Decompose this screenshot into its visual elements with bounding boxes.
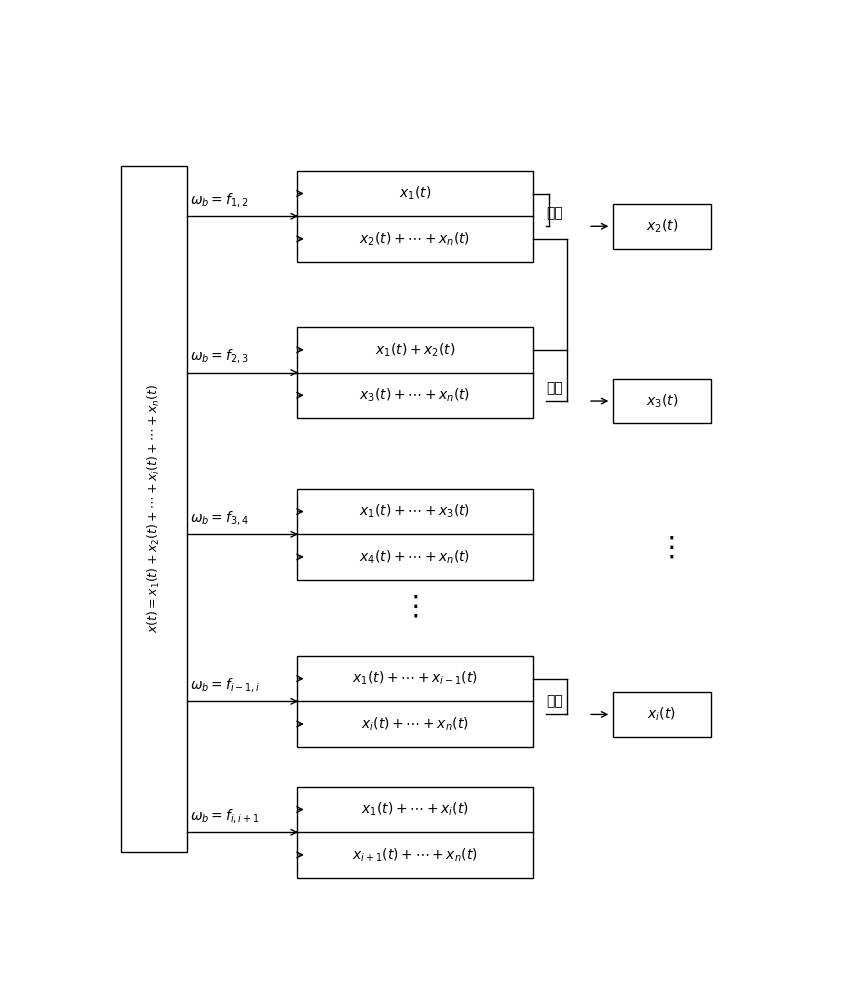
Text: $x_2(t)$: $x_2(t)$ bbox=[646, 218, 678, 235]
Text: $x_1(t)+\cdots+x_i(t)$: $x_1(t)+\cdots+x_i(t)$ bbox=[361, 801, 468, 818]
Bar bbox=[297, 171, 533, 262]
Text: $x_4(t)+\cdots+x_n(t)$: $x_4(t)+\cdots+x_n(t)$ bbox=[360, 548, 470, 566]
Text: $x_{i+1}(t)+\cdots+x_n(t)$: $x_{i+1}(t)+\cdots+x_n(t)$ bbox=[352, 846, 478, 864]
Text: $x_i(t)+\cdots+x_n(t)$: $x_i(t)+\cdots+x_n(t)$ bbox=[361, 715, 468, 733]
Text: $x_1(t)+x_2(t)$: $x_1(t)+x_2(t)$ bbox=[375, 341, 455, 359]
Bar bbox=[613, 692, 711, 737]
Text: $x_1(t)+\cdots+x_{i-1}(t)$: $x_1(t)+\cdots+x_{i-1}(t)$ bbox=[352, 670, 478, 687]
Text: $x(t)=x_1(t)+x_2(t)+\cdots+x_i(t)+\cdots+x_n(t)$: $x(t)=x_1(t)+x_2(t)+\cdots+x_i(t)+\cdots… bbox=[146, 384, 162, 633]
Text: $x_1(t)$: $x_1(t)$ bbox=[399, 185, 431, 202]
Text: $\omega_b = f_{3,4}$: $\omega_b = f_{3,4}$ bbox=[190, 509, 249, 527]
Text: 作差: 作差 bbox=[547, 381, 563, 395]
Text: $\omega_b = f_{1,2}$: $\omega_b = f_{1,2}$ bbox=[190, 191, 249, 209]
Text: $\vdots$: $\vdots$ bbox=[402, 593, 419, 621]
Bar bbox=[120, 166, 187, 852]
Bar bbox=[297, 787, 533, 878]
Text: $\vdots$: $\vdots$ bbox=[657, 533, 674, 561]
Bar bbox=[297, 656, 533, 747]
Text: $\omega_b = f_{i-1,i}$: $\omega_b = f_{i-1,i}$ bbox=[190, 676, 261, 694]
Text: 作差: 作差 bbox=[547, 206, 563, 220]
Text: $x_2(t)+\cdots+x_n(t)$: $x_2(t)+\cdots+x_n(t)$ bbox=[360, 230, 470, 248]
Text: $x_1(t)+\cdots+x_3(t)$: $x_1(t)+\cdots+x_3(t)$ bbox=[360, 503, 470, 520]
Text: $x_i(t)$: $x_i(t)$ bbox=[648, 706, 676, 723]
Bar bbox=[297, 489, 533, 580]
Bar bbox=[613, 204, 711, 249]
Text: 作差: 作差 bbox=[547, 694, 563, 708]
Text: $\omega_b = f_{2,3}$: $\omega_b = f_{2,3}$ bbox=[190, 347, 249, 365]
Bar bbox=[613, 379, 711, 423]
Text: $x_3(t)$: $x_3(t)$ bbox=[646, 392, 678, 410]
Text: $\omega_b = f_{i,i+1}$: $\omega_b = f_{i,i+1}$ bbox=[190, 807, 260, 825]
Bar bbox=[297, 327, 533, 418]
Text: $x_3(t)+\cdots+x_n(t)$: $x_3(t)+\cdots+x_n(t)$ bbox=[360, 387, 470, 404]
